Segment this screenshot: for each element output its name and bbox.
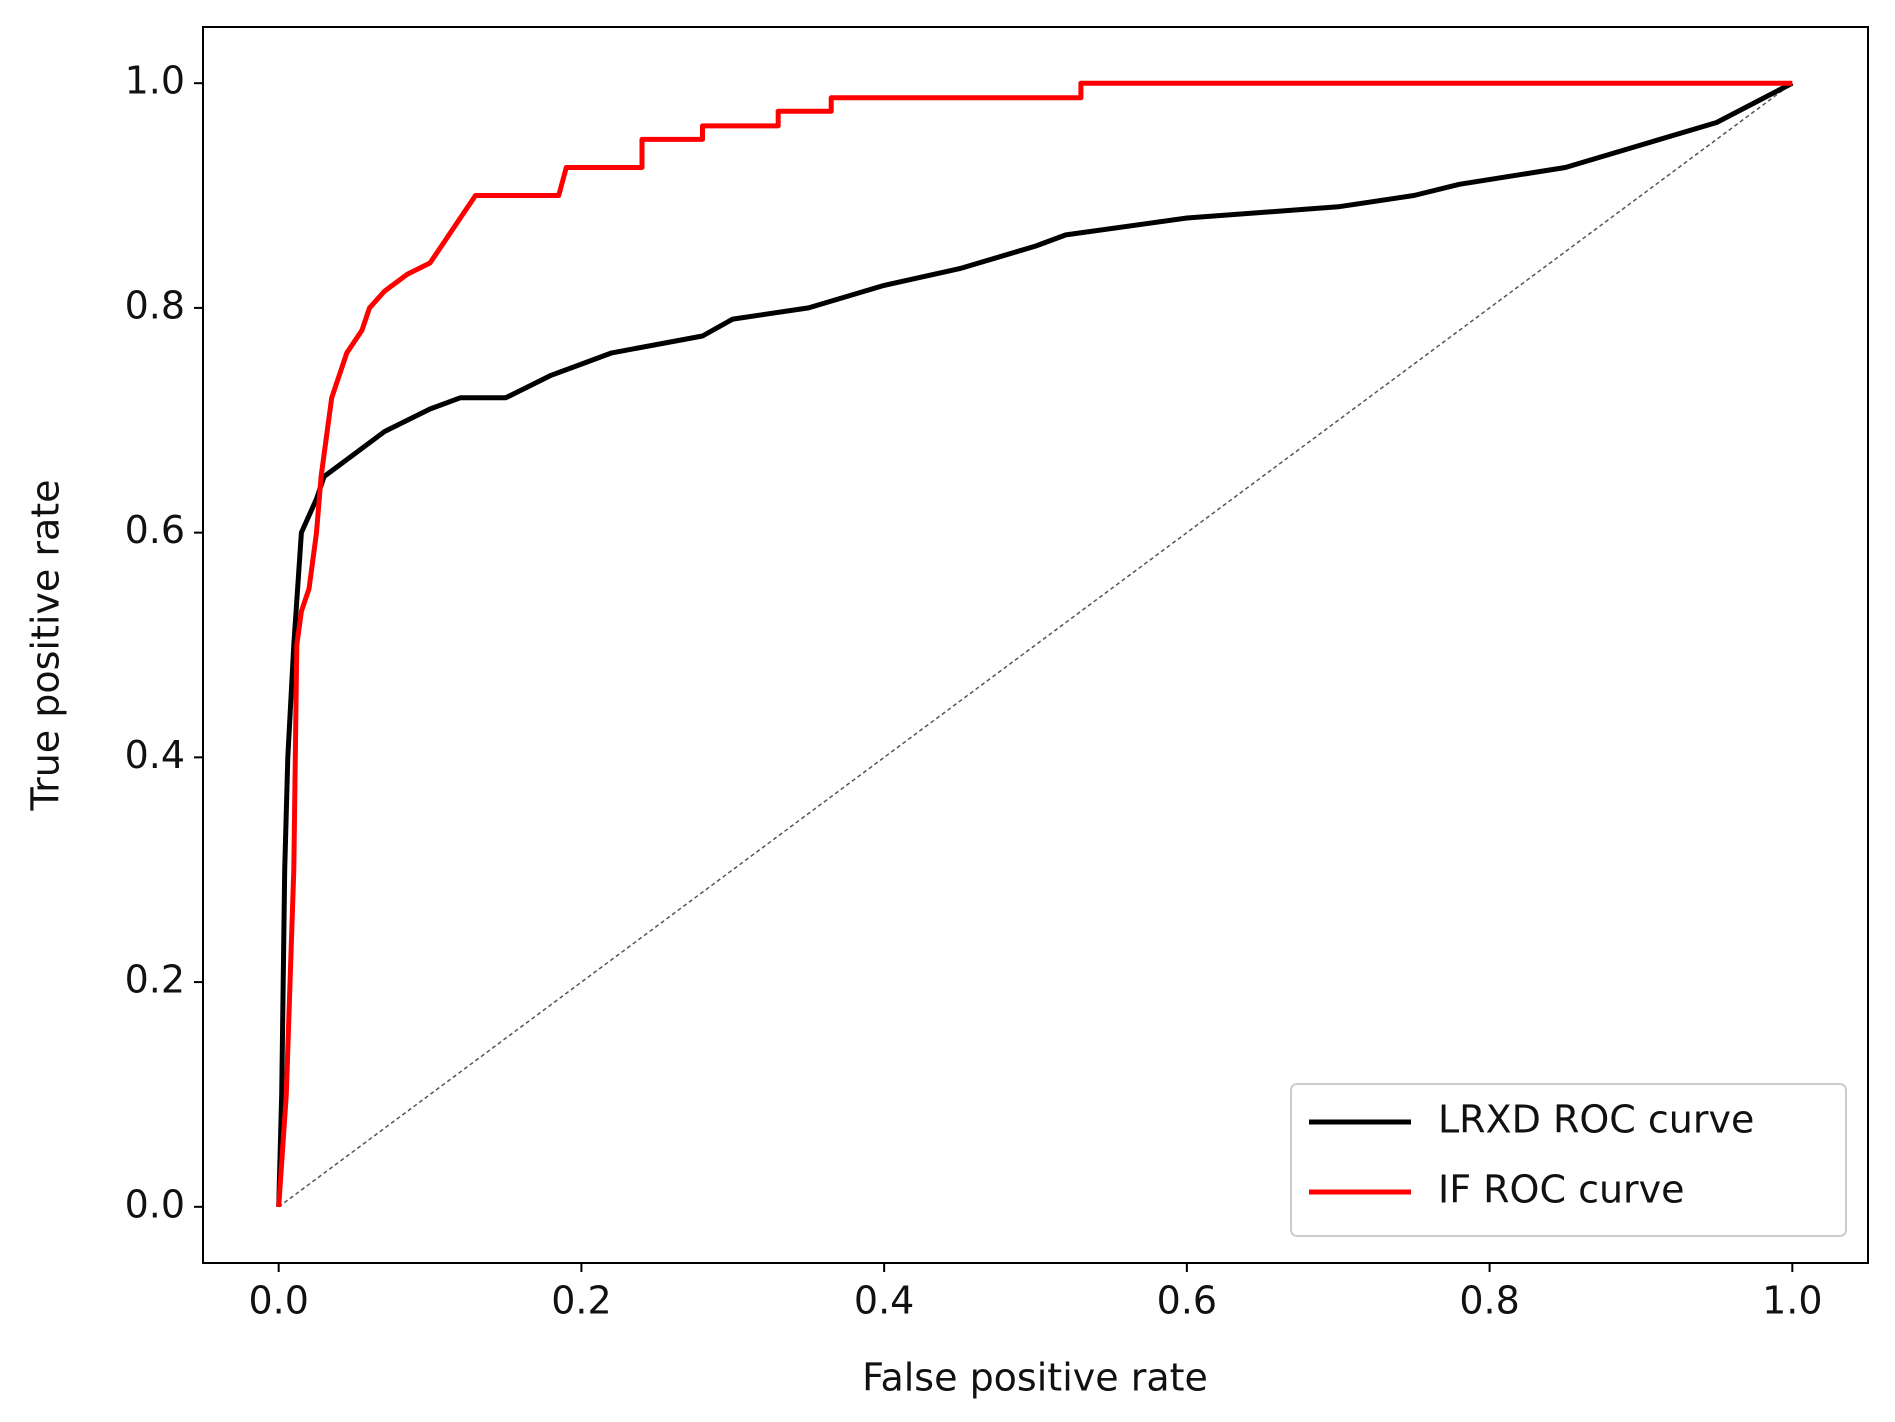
reference-line xyxy=(278,82,1793,1208)
legend-box xyxy=(1290,1083,1847,1237)
legend-label: LRXD ROC curve xyxy=(1438,1098,1754,1142)
y-axis-label: True positive rate xyxy=(24,479,68,811)
roc-line xyxy=(276,80,1794,1207)
legend-label: IF ROC curve xyxy=(1438,1168,1685,1212)
x-tick-label: 1.0 xyxy=(1762,1279,1822,1323)
y-tick-label: 1.0 xyxy=(125,59,185,103)
x-axis-label: False positive rate xyxy=(862,1356,1208,1400)
y-tick-label: 0.8 xyxy=(125,283,185,327)
x-tick-label: 0.6 xyxy=(1157,1279,1217,1323)
plot-frame xyxy=(202,26,1869,1264)
y-tick-label: 0.2 xyxy=(125,958,185,1002)
roc-line xyxy=(276,80,1793,1207)
y-tick-label: 0.0 xyxy=(125,1182,185,1226)
y-tick-label: 0.6 xyxy=(125,508,185,552)
x-tick-label: 0.8 xyxy=(1459,1279,1519,1323)
x-tick-label: 0.0 xyxy=(248,1279,308,1323)
x-tick-label: 0.2 xyxy=(551,1279,611,1323)
x-tick-label: 0.4 xyxy=(854,1279,914,1323)
y-tick-label: 0.4 xyxy=(125,733,185,777)
